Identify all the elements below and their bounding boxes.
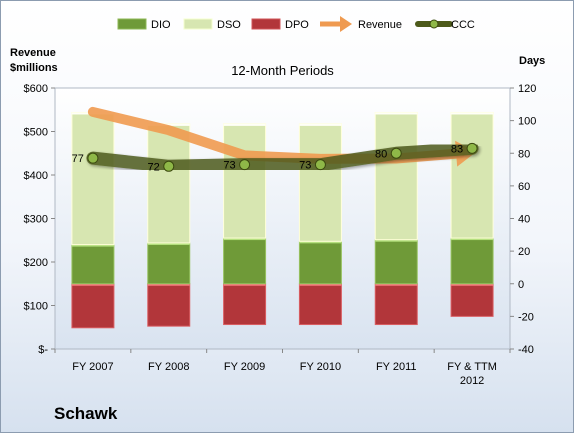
legend: DIO DSO DPO Revenue CCC: [117, 16, 475, 32]
ccc-data-label: 73: [223, 160, 235, 172]
legend-label: Revenue: [358, 19, 402, 31]
x-tick-label: FY 2009: [224, 361, 265, 373]
ccc-point: [466, 142, 478, 154]
dpo-bar-highlight: [147, 283, 190, 286]
dpo-bar-highlight: [223, 283, 266, 286]
right-tick-label: -40: [518, 344, 534, 356]
legend-swatch-dio: [117, 18, 147, 30]
dio-bar: [147, 242, 191, 285]
dpo-bar-highlight: [71, 283, 114, 286]
x-tick-label: FY 2011: [376, 361, 417, 373]
dso-bar: [374, 111, 418, 241]
dio-bar: [298, 240, 342, 285]
legend-label: CCC: [451, 19, 475, 31]
ccc-data-label: 72: [148, 161, 160, 173]
dio-bar: [223, 237, 267, 285]
dpo-bar: [147, 283, 191, 327]
legend-swatch-dpo: [251, 18, 281, 30]
left-tick-label: $-: [38, 344, 48, 356]
legend-swatch-dso: [183, 18, 213, 30]
ccc-line: [86, 141, 479, 173]
left-axis-title: Revenue: [10, 47, 56, 59]
right-tick-label: 0: [518, 279, 524, 291]
right-tick-label: 60: [518, 181, 530, 193]
dpo-bar: [298, 283, 342, 326]
right-tick-label: 80: [518, 148, 530, 160]
left-tick-label: $100: [24, 301, 48, 313]
legend-swatch-revenue-head: [340, 16, 352, 32]
ccc-point: [239, 159, 251, 171]
dso-bar-highlight: [299, 123, 342, 126]
dpo-bar: [223, 283, 267, 326]
right-tick-label: 120: [518, 83, 536, 95]
dio-bar: [450, 237, 494, 285]
left-tick-label: $500: [24, 127, 48, 139]
right-tick-label: 40: [518, 214, 530, 226]
legend-swatch-ccc-marker: [429, 19, 439, 29]
dpo-bar: [374, 283, 418, 326]
ccc-point: [163, 160, 175, 172]
legend-label: DPO: [285, 19, 309, 31]
dpo-bar-highlight: [299, 283, 342, 286]
x-tick-label: 2012: [460, 375, 484, 387]
ccc-data-label: 77: [72, 153, 84, 165]
dso-bar-highlight: [223, 123, 266, 126]
dio-bar: [71, 244, 115, 285]
dpo-bar-highlight: [375, 283, 418, 286]
plot-area: [54, 87, 511, 350]
right-tick-label: 20: [518, 246, 530, 258]
dso-bar-highlight: [451, 112, 494, 115]
left-tick-label: $200: [24, 257, 48, 269]
left-tick-label: $300: [24, 214, 48, 226]
ccc-point: [87, 152, 99, 164]
ccc-point: [390, 147, 402, 159]
dio-bar-highlight: [299, 241, 342, 244]
dio-bar-highlight: [223, 238, 266, 241]
dio-bar-highlight: [71, 244, 114, 247]
dio-bar-highlight: [147, 242, 190, 245]
dso-bar: [147, 123, 191, 244]
dio-bar-highlight: [375, 239, 418, 242]
dpo-bar: [71, 283, 115, 329]
right-axis-title: Days: [519, 55, 545, 67]
company-name: Schawk: [54, 404, 118, 423]
ccc-data-label: 73: [299, 160, 311, 172]
x-tick-label: FY 2007: [72, 361, 113, 373]
ccc-point: [314, 159, 326, 171]
dpo-bar-highlight: [451, 283, 494, 286]
dio-bar: [374, 239, 418, 285]
right-tick-label: 100: [518, 116, 536, 128]
dpo-bar: [450, 283, 494, 317]
dso-bar: [223, 123, 267, 239]
ccc-data-label: 80: [375, 148, 387, 160]
dso-bar: [450, 111, 494, 239]
x-tick-label: FY & TTM: [447, 361, 497, 373]
dso-bar-highlight: [375, 112, 418, 115]
legend-label: DIO: [151, 19, 171, 31]
left-tick-label: $400: [24, 170, 48, 182]
left-axis-title: $millions: [10, 62, 58, 74]
right-tick-label: -20: [518, 311, 534, 323]
dso-bar: [71, 111, 115, 246]
dso-bar: [298, 123, 342, 242]
legend-label: DSO: [217, 19, 241, 31]
left-tick-label: $600: [24, 83, 48, 95]
chart-title: 12-Month Periods: [231, 63, 334, 78]
x-tick-label: FY 2010: [300, 361, 341, 373]
dio-bar-highlight: [451, 238, 494, 241]
x-tick-label: FY 2008: [148, 361, 189, 373]
ccc-data-label: 83: [451, 143, 463, 155]
dso-bar-highlight: [147, 123, 190, 126]
